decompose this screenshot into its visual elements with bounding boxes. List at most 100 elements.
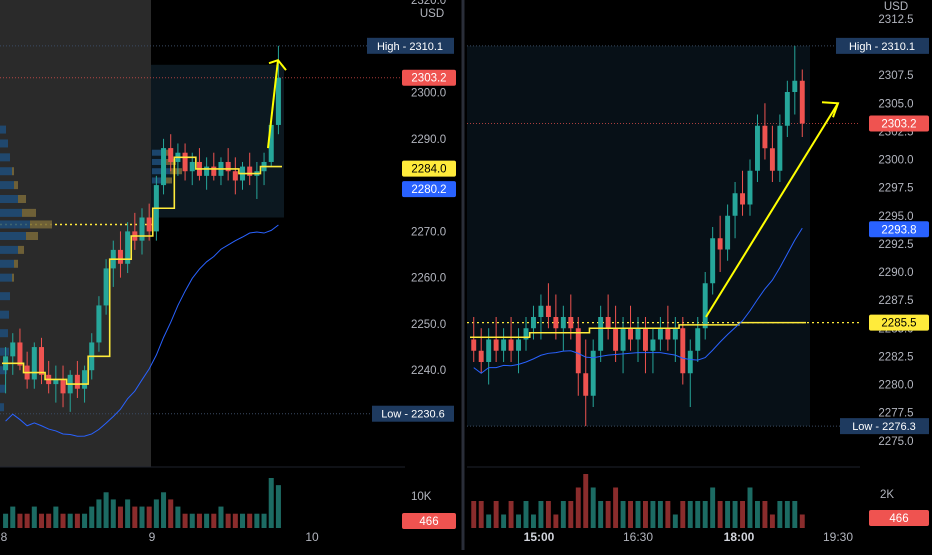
candle (762, 125, 768, 149)
moving-average-line (473, 227, 803, 374)
volume-bar (695, 501, 701, 528)
candle (620, 328, 626, 351)
volume-tick: 10K (411, 491, 432, 503)
volume-bar (531, 514, 536, 528)
volume-profile-bar (0, 167, 12, 176)
volume-bar (196, 513, 202, 528)
volume-tick: 2K (880, 489, 894, 501)
x-axis-tick: 15:00 (524, 530, 555, 544)
volume-bar (545, 501, 551, 528)
volume-profile-bar (164, 177, 172, 184)
candle (769, 148, 775, 171)
candle (478, 350, 484, 362)
volume-bar (139, 506, 145, 528)
volume-bar (110, 499, 116, 528)
candle (702, 283, 708, 329)
volume-profile-bar (12, 167, 14, 176)
volume-bar (204, 513, 210, 528)
volume-bar (53, 506, 59, 528)
volume-bar (46, 513, 52, 528)
candle (568, 317, 574, 329)
volume-bar (665, 501, 671, 528)
last-price-tag-bg (402, 69, 456, 86)
high-tag-bg (367, 37, 454, 54)
volume-bar (635, 501, 641, 528)
x-axis-tick: 19:30 (823, 530, 853, 544)
volume-profile-bar (170, 168, 182, 175)
volume-profile-bar (0, 292, 10, 301)
poc-tag: 2284.0 (411, 164, 446, 176)
volume-profile-bar (0, 232, 26, 241)
volume-bar (792, 501, 798, 528)
candle (687, 350, 693, 374)
y-axis-tick: 2290.0 (411, 134, 446, 146)
volume-bar (96, 499, 102, 528)
candle (732, 193, 738, 216)
volume-profile-bar (0, 366, 7, 375)
x-axis-tick: 8 (1, 530, 8, 544)
volume-bar (17, 513, 23, 528)
candle (590, 350, 596, 396)
candle (553, 317, 559, 329)
y-axis-tick: 2287.5 (878, 295, 913, 307)
value-area-box (151, 64, 284, 218)
volume-profile-bar (0, 273, 12, 282)
vah-tag-bg (402, 181, 456, 198)
last-price-tag-bg (869, 115, 929, 132)
poc-tag-bg (869, 314, 929, 331)
volume-bar (762, 501, 768, 528)
volume-bar (74, 513, 80, 528)
y-axis-tick: 2280.0 (878, 380, 913, 392)
volume-bar (702, 501, 708, 528)
volume-bar (82, 513, 88, 528)
volume-bar (725, 501, 731, 528)
candle (672, 328, 678, 340)
volume-profile-bar (30, 220, 52, 229)
volume-bar (125, 499, 131, 528)
volume-bar (516, 514, 521, 528)
volume-bar (740, 501, 745, 528)
candle (531, 317, 536, 329)
poc-tag-bg (402, 160, 456, 177)
y-axis-tick: 2282.5 (878, 351, 913, 363)
volume-bar (153, 499, 159, 528)
volume-profile-bar (0, 384, 5, 393)
candle (628, 328, 633, 340)
y-axis-tick: 2292.5 (878, 239, 913, 251)
volume-last-tag-bg (869, 510, 929, 526)
volume-bar (687, 501, 693, 528)
volume-last-tag-bg (402, 513, 456, 529)
y-axis-tick: 2312.5 (878, 14, 913, 26)
currency-label: USD (884, 1, 908, 13)
currency-label: USD (420, 8, 444, 20)
volume-profile-bar (18, 245, 24, 254)
candle (232, 171, 238, 181)
candle (516, 339, 521, 351)
volume-bar (650, 501, 656, 528)
volume-bar (523, 501, 529, 528)
candle (103, 268, 109, 306)
candle (635, 328, 641, 340)
x-axis-tick: 9 (149, 530, 156, 544)
volume-profile-bar (14, 181, 18, 190)
volume-bar (175, 506, 181, 528)
candle (268, 124, 274, 162)
volume-bar (493, 501, 499, 528)
volume-profile-bar (12, 273, 14, 282)
volume-profile-bar (0, 347, 9, 356)
volume-bar (575, 487, 581, 528)
y-axis-tick: 2320.0 (411, 0, 446, 7)
volume-bar (613, 487, 619, 528)
y-axis-tick: 2275.0 (878, 436, 913, 448)
volume-bar (769, 514, 775, 528)
y-axis-tick: 2307.5 (878, 70, 913, 82)
candle (139, 217, 145, 241)
volume-bar (605, 501, 611, 528)
candle (725, 215, 731, 250)
vah-tag: 2280.2 (411, 184, 446, 196)
volume-bar (732, 501, 738, 528)
candle (747, 170, 753, 205)
volume-bar (232, 513, 238, 528)
candle (125, 231, 131, 264)
